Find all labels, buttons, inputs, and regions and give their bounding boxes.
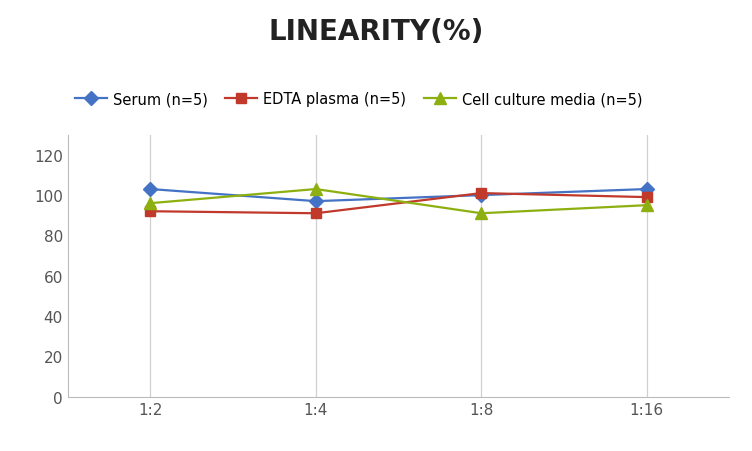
Cell culture media (n=5) (146, 201, 155, 207)
Line: EDTA plasma (n=5): EDTA plasma (n=5) (146, 189, 651, 219)
Line: Serum (n=5): Serum (n=5) (146, 185, 651, 207)
Serum (n=5) (311, 199, 320, 204)
Serum (n=5) (642, 187, 651, 192)
EDTA plasma (n=5) (311, 211, 320, 216)
Serum (n=5) (146, 187, 155, 192)
Cell culture media (n=5) (477, 211, 486, 216)
Cell culture media (n=5) (311, 187, 320, 192)
EDTA plasma (n=5) (642, 195, 651, 200)
Text: LINEARITY(%): LINEARITY(%) (268, 18, 484, 46)
Line: Cell culture media (n=5): Cell culture media (n=5) (145, 184, 652, 219)
EDTA plasma (n=5) (146, 209, 155, 215)
Cell culture media (n=5) (642, 203, 651, 208)
Serum (n=5) (477, 193, 486, 198)
Legend: Serum (n=5), EDTA plasma (n=5), Cell culture media (n=5): Serum (n=5), EDTA plasma (n=5), Cell cul… (75, 92, 642, 107)
EDTA plasma (n=5) (477, 191, 486, 196)
